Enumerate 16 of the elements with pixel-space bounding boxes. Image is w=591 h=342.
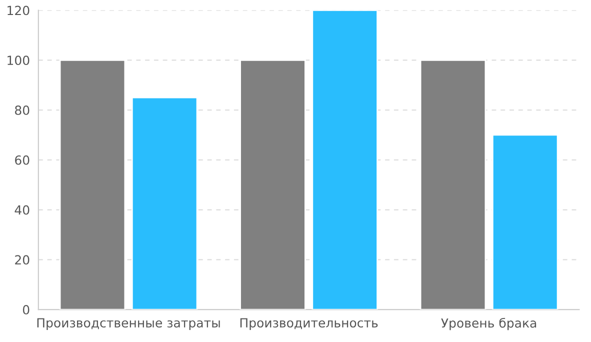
y-tick-label: 20 [15, 255, 30, 265]
bar [59, 59, 126, 310]
y-tick-label: 60 [15, 155, 30, 165]
bar [420, 59, 486, 310]
y-tick-label: 40 [14, 205, 30, 215]
y-tick-label: 0 [22, 304, 30, 314]
y-tick-label: 100 [8, 56, 30, 66]
x-tick-label: Производственные затраты [37, 318, 220, 330]
y-tick-label: 80 [15, 105, 30, 115]
x-tick-label: Уровень брака [441, 318, 536, 330]
bar [131, 96, 198, 310]
y-tick-label: 120 [8, 6, 30, 16]
x-tick-label: Производительность [240, 318, 378, 330]
bar [312, 10, 378, 310]
bar [240, 59, 306, 310]
bar [492, 134, 558, 310]
